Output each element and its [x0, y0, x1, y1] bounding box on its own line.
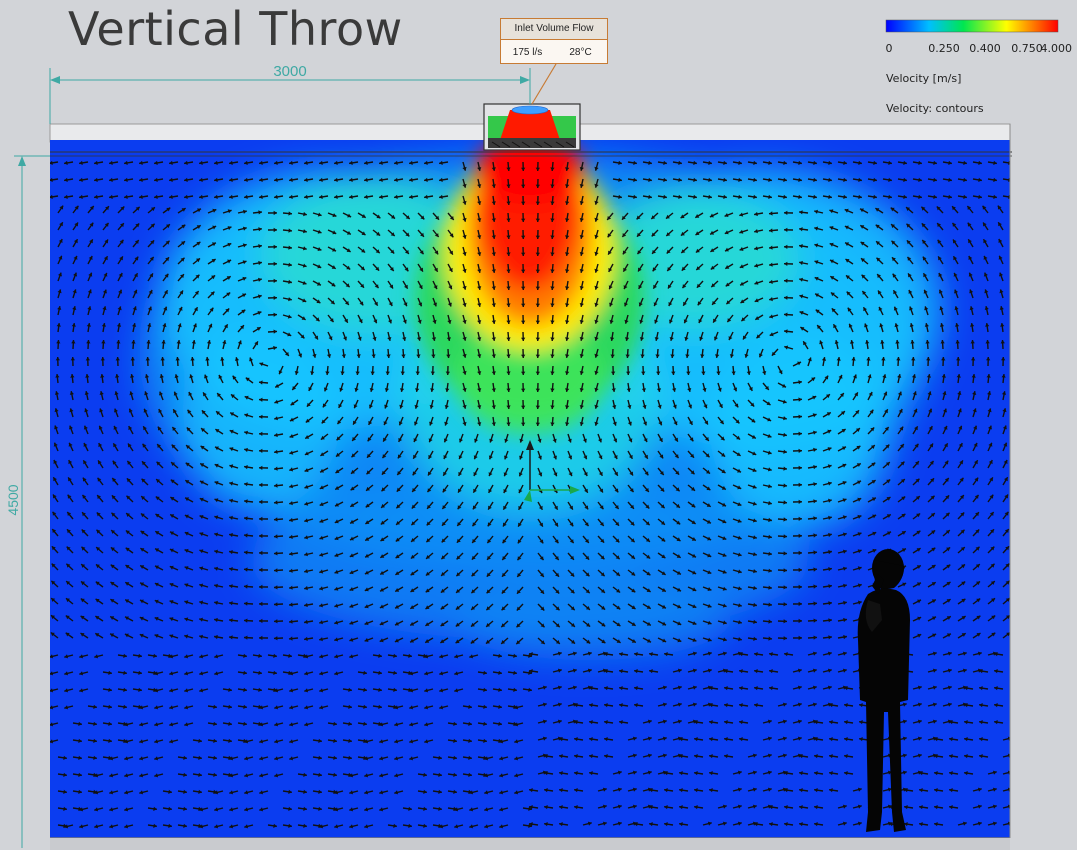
- inlet-callout-leader: [531, 63, 557, 105]
- height-dimension-label: 4500: [5, 484, 21, 515]
- inlet-callout-title: Inlet Volume Flow: [501, 19, 607, 40]
- page-title: Vertical Throw: [68, 2, 403, 56]
- inlet-temperature-value: 28°C: [569, 46, 592, 58]
- velocity-contour-field: [50, 140, 1010, 838]
- legend-tick-label: 4.000: [1041, 42, 1073, 55]
- ceiling-diffuser: [483, 103, 581, 151]
- legend-colorbar: [885, 19, 1059, 33]
- width-dimension-label: 3000: [273, 63, 306, 80]
- legend-plot-type-label: Velocity: contours: [886, 102, 984, 115]
- legend-tick-label: 0: [886, 42, 893, 55]
- legend-tick-label: 0.250: [928, 42, 960, 55]
- inlet-callout: Inlet Volume Flow 175 l/s 28°C: [500, 18, 608, 64]
- height-dimension: [14, 155, 50, 848]
- inlet-flow-value: 175 l/s: [512, 46, 543, 58]
- coordinate-axes-icon: [524, 440, 580, 502]
- velocity-vector-arrows: [50, 160, 1010, 829]
- legend-quantity-label: Velocity [m/s]: [886, 72, 962, 85]
- legend-tick-label: 0.750: [1011, 42, 1043, 55]
- width-dimension: [49, 68, 531, 124]
- person-silhouette: [857, 549, 910, 832]
- legend-tick-label: 0.400: [969, 42, 1001, 55]
